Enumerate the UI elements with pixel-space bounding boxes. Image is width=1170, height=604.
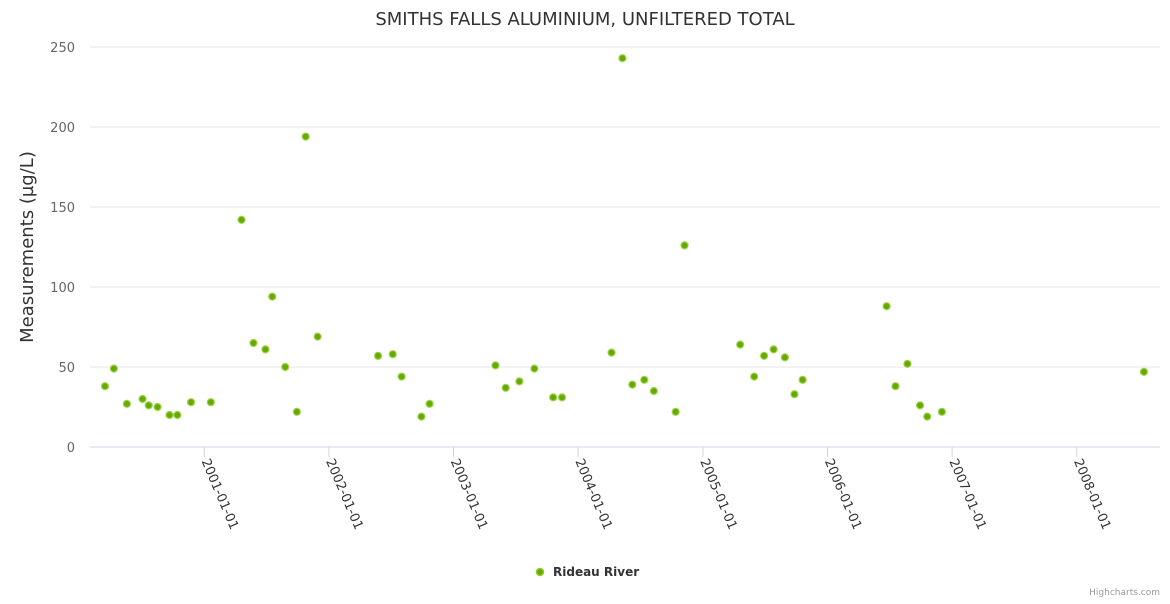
legend-item-rideau-river[interactable]: Rideau River: [535, 565, 640, 579]
data-point[interactable]: [618, 54, 627, 63]
x-tick-label: 2002-01-01: [322, 457, 365, 532]
data-point[interactable]: [301, 132, 310, 141]
data-point[interactable]: [530, 364, 539, 373]
data-point[interactable]: [491, 361, 500, 370]
data-point[interactable]: [790, 390, 799, 399]
data-point[interactable]: [750, 372, 759, 381]
data-point[interactable]: [186, 398, 196, 407]
x-tick-label: 2006-01-01: [821, 457, 864, 532]
data-point[interactable]: [268, 292, 277, 301]
y-axis-label: Measurements (µg/L): [17, 151, 38, 343]
data-point[interactable]: [769, 345, 778, 354]
data-point[interactable]: [903, 359, 912, 368]
data-point[interactable]: [397, 372, 406, 381]
data-point[interactable]: [557, 393, 567, 402]
data-point[interactable]: [736, 340, 745, 349]
legend-marker: [535, 567, 545, 577]
data-point[interactable]: [144, 401, 153, 410]
data-point[interactable]: [915, 401, 925, 410]
y-axis: 0 50 100 150 200 250: [50, 41, 75, 456]
x-tick-label: 2003-01-01: [447, 457, 490, 532]
data-point[interactable]: [780, 353, 790, 362]
data-point[interactable]: [671, 407, 680, 416]
data-point[interactable]: [206, 398, 215, 407]
data-point[interactable]: [313, 332, 322, 341]
data-point[interactable]: [173, 410, 182, 420]
y-tick-label: 250: [50, 41, 75, 56]
data-point[interactable]: [249, 338, 258, 348]
data-point[interactable]: [649, 386, 658, 396]
data-point[interactable]: [165, 410, 174, 420]
x-tick-label: 2005-01-01: [696, 457, 739, 532]
data-point[interactable]: [138, 394, 147, 404]
data-points: [100, 54, 1149, 421]
x-tick-label: 2008-01-01: [1070, 457, 1113, 532]
data-point[interactable]: [122, 399, 131, 408]
data-point[interactable]: [1139, 367, 1149, 376]
y-tick-label: 150: [50, 201, 75, 216]
data-point[interactable]: [281, 362, 290, 372]
x-axis: 2001-01-01 2002-01-01 2003-01-01 2004-01-01…: [198, 447, 1113, 532]
data-point[interactable]: [261, 345, 270, 354]
chart-title: SMITHS FALLS ALUMINIUM, UNFILTERED TOTAL: [375, 9, 794, 30]
data-point[interactable]: [628, 380, 637, 389]
data-point[interactable]: [759, 351, 769, 360]
data-point[interactable]: [153, 402, 162, 412]
data-point[interactable]: [607, 348, 616, 357]
x-tick-label: 2007-01-01: [945, 457, 988, 532]
data-point[interactable]: [891, 382, 900, 391]
data-point[interactable]: [388, 350, 397, 359]
data-point[interactable]: [640, 375, 649, 384]
data-point[interactable]: [100, 382, 110, 391]
y-tick-label: 50: [58, 361, 75, 376]
data-point[interactable]: [109, 364, 118, 373]
data-point[interactable]: [680, 241, 689, 250]
legend-label: Rideau River: [553, 565, 639, 579]
data-point[interactable]: [798, 375, 807, 384]
data-point[interactable]: [923, 412, 932, 421]
y-tick-label: 200: [50, 121, 75, 136]
data-point[interactable]: [882, 302, 891, 311]
x-tick-label: 2001-01-01: [198, 457, 241, 532]
grid-lines: [90, 46, 1160, 448]
credits[interactable]: Highcharts.com: [1089, 588, 1160, 598]
data-point[interactable]: [237, 215, 246, 224]
data-point[interactable]: [292, 407, 301, 416]
data-point[interactable]: [501, 383, 510, 392]
data-point[interactable]: [425, 399, 434, 408]
data-point[interactable]: [373, 351, 383, 360]
data-point[interactable]: [937, 407, 947, 416]
y-tick-label: 0: [67, 441, 75, 456]
data-point[interactable]: [417, 412, 426, 421]
y-tick-label: 100: [50, 281, 75, 296]
x-tick-label: 2004-01-01: [571, 457, 614, 532]
data-point[interactable]: [549, 393, 558, 402]
data-point[interactable]: [515, 377, 524, 386]
